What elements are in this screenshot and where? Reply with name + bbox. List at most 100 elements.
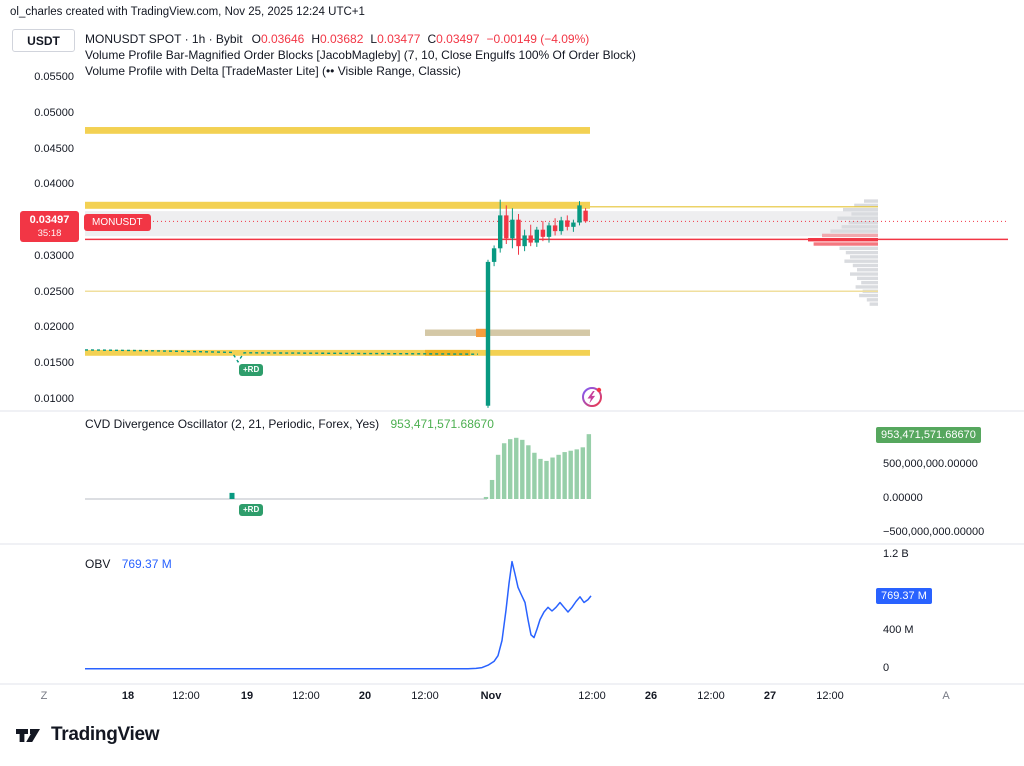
time-tick-label: 12:00: [411, 690, 439, 702]
candle-body: [565, 220, 570, 227]
symbol-search-box[interactable]: USDT: [12, 29, 75, 52]
obv-value: 769.37 M: [121, 557, 172, 571]
flash-badge-dot: [596, 387, 602, 393]
time-tick-label: 12:00: [172, 690, 200, 702]
cvd-histogram-bar: [495, 454, 501, 499]
cvd-histogram-bar: [489, 479, 495, 499]
cvd-blip-bar: [229, 492, 235, 499]
candle-body: [534, 229, 539, 243]
volume-profile-bar: [857, 276, 878, 281]
cvd-histogram-bar: [586, 434, 592, 499]
legend-indicator-row-1[interactable]: Volume Profile Bar-Magnified Order Block…: [85, 48, 636, 62]
bar-countdown: 35:18: [37, 228, 62, 239]
last-price-tag: 0.03497 35:18: [20, 211, 79, 242]
cvd-histogram-bar: [483, 496, 489, 499]
order-block-zone: [85, 201, 590, 209]
time-tick-label: 26: [644, 690, 658, 702]
price-tick-label: 0.05500: [34, 71, 74, 83]
rd-marker-cvd: +RD: [239, 504, 264, 516]
volume-profile-bar: [850, 272, 878, 276]
price-tick-label: 0.02500: [34, 285, 74, 298]
time-tick-label: Nov: [480, 690, 502, 702]
cvd-histogram-bar: [562, 452, 567, 499]
obv-tick-label: 0: [883, 662, 890, 674]
cvd-tick-label: 500,000,000.00000: [883, 458, 978, 470]
time-tick-label: Z: [40, 690, 48, 702]
candle-body: [528, 235, 533, 243]
volume-profile-bar: [813, 242, 878, 246]
cvd-histogram-bar: [508, 439, 513, 499]
candle-body: [583, 210, 588, 222]
cvd-legend-row[interactable]: CVD Divergence Oscillator (2, 21, Period…: [85, 417, 494, 431]
cvd-histogram-bar: [556, 454, 561, 499]
ohlc-close: C0.03497: [427, 32, 480, 46]
volume-profile-bar: [841, 225, 878, 229]
symbol-title: MONUSDT SPOT · 1h · Bybit: [85, 32, 243, 46]
price-tick-label: 0.02000: [34, 321, 74, 334]
sparse-price-line: [84, 349, 479, 363]
cvd-histogram-bar: [526, 445, 531, 499]
volume-profile-bar: [857, 268, 878, 272]
change-value: −0.00149 (−4.09%): [486, 32, 590, 46]
cvd-histogram-bar: [501, 443, 507, 499]
last-price: 0.03497: [29, 214, 70, 226]
candle-body: [546, 225, 552, 237]
obv-title: OBV: [85, 557, 111, 571]
cvd-histogram-bar: [532, 452, 537, 499]
cvd-histogram-bar: [568, 450, 573, 499]
volume-profile-bar: [839, 246, 878, 251]
legend-symbol-row[interactable]: MONUSDT SPOT · 1h · Bybit O0.03646 H0.0368…: [85, 31, 636, 47]
price-tick-label: 0.03000: [34, 249, 74, 262]
candle-body: [491, 248, 497, 262]
obv-tick-label: 400 M: [883, 624, 914, 636]
obv-tick-label: 1.2 B: [883, 548, 909, 560]
volume-profile-bar: [859, 293, 878, 298]
cvd-value: 953,471,571.68670: [390, 417, 494, 431]
candle-body: [498, 215, 503, 249]
cvd-tick-label: −500,000,000.00000: [883, 526, 985, 538]
tradingview-logo-icon[interactable]: [14, 721, 42, 749]
time-tick-label: 12:00: [578, 690, 606, 702]
legend-indicator-row-2[interactable]: Volume Profile with Delta [TradeMaster L…: [85, 64, 461, 78]
time-tick-label: 18: [121, 690, 135, 702]
order-block-zone: [85, 349, 590, 356]
volume-profile-bar: [852, 263, 878, 268]
volume-profile-bar: [861, 280, 878, 285]
volume-profile-bar: [850, 255, 878, 259]
cvd-title: CVD Divergence Oscillator (2, 21, Period…: [85, 417, 380, 431]
candle-body: [510, 219, 515, 239]
order-block-zone: [425, 329, 590, 336]
volume-profile-bar: [848, 220, 878, 225]
volume-profile-bar: [822, 233, 878, 238]
cvd-histogram-bar: [574, 449, 579, 499]
volume-profile-bar: [844, 259, 878, 263]
volume-profile-bar: [845, 250, 878, 255]
candle-body: [552, 225, 558, 232]
cvd-value-tag: 953,471,571.68670: [876, 427, 981, 443]
price-line-symbol-label: MONUSDT: [84, 214, 151, 231]
candle-body: [504, 215, 509, 239]
footer: TradingView: [14, 721, 160, 749]
time-tick-label: 12:00: [816, 690, 844, 702]
volume-profile-bar: [830, 229, 878, 233]
volume-profile-bar: [854, 203, 878, 208]
price-tick-label: 0.04000: [34, 178, 74, 191]
time-tick-label: A: [942, 690, 950, 702]
candle-body: [571, 222, 576, 227]
volume-profile-bar: [851, 212, 878, 216]
cvd-histogram-bar: [544, 460, 549, 499]
volume-profile-bar: [864, 199, 878, 203]
flash-bolt-icon: [587, 391, 596, 404]
obv-legend-row[interactable]: OBV 769.37 M: [85, 557, 172, 571]
price-tick-label: 0.01500: [34, 357, 74, 370]
price-tick-label: 0.04500: [34, 142, 74, 155]
time-tick-label: 20: [358, 690, 372, 702]
brand-text[interactable]: TradingView: [51, 724, 160, 745]
cvd-histogram-bar: [580, 447, 585, 499]
obv-line: [85, 560, 592, 670]
candle-body: [559, 220, 564, 232]
rd-marker-price: +RD: [239, 364, 264, 376]
time-tick-label: 12:00: [697, 690, 725, 702]
